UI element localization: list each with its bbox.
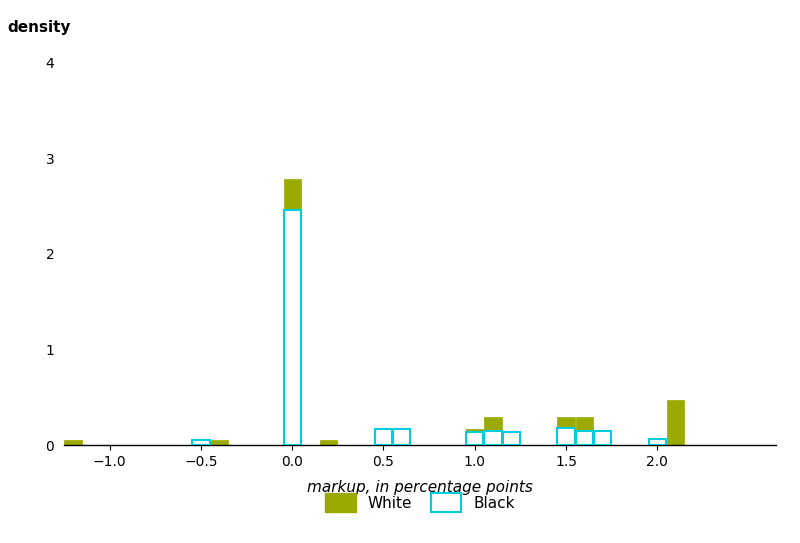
Bar <box>283 179 301 445</box>
Bar <box>393 430 410 445</box>
Bar <box>375 428 392 445</box>
Bar <box>466 429 483 445</box>
Bar <box>667 400 684 445</box>
Bar <box>594 432 611 445</box>
X-axis label: markup, in percentage points: markup, in percentage points <box>307 480 533 495</box>
Bar <box>65 440 82 445</box>
Bar <box>192 440 210 445</box>
Bar <box>576 416 593 445</box>
Bar <box>283 210 301 445</box>
Bar <box>484 416 502 445</box>
Bar <box>484 431 502 445</box>
Bar <box>649 439 666 445</box>
Bar <box>466 432 483 445</box>
Bar <box>558 428 574 445</box>
Bar <box>393 429 410 445</box>
Bar <box>594 431 611 445</box>
Bar <box>210 440 228 445</box>
Bar <box>320 439 338 445</box>
Bar <box>502 431 520 445</box>
Bar <box>502 432 520 445</box>
Bar <box>576 431 593 445</box>
Bar <box>649 440 666 445</box>
Bar <box>558 416 574 445</box>
Bar <box>375 429 392 445</box>
Legend: White, Black: White, Black <box>319 487 521 518</box>
Text: density: density <box>7 21 70 35</box>
